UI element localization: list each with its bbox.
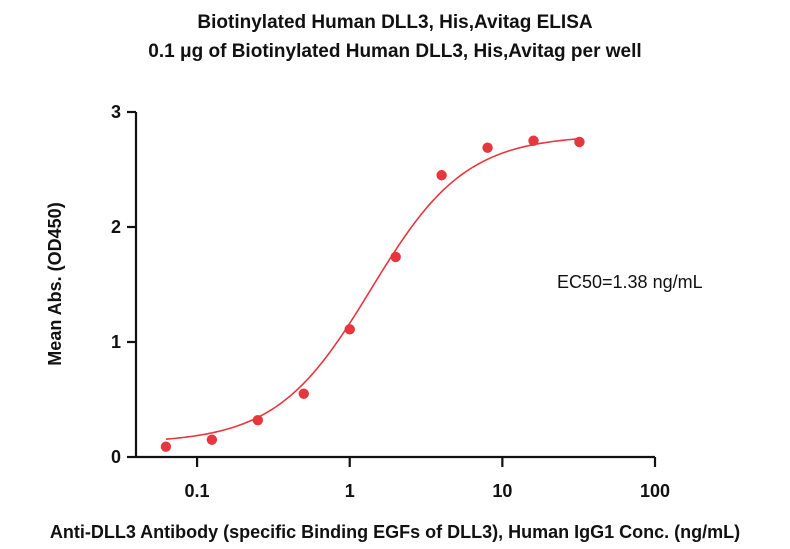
x-tick-label: 0.1 xyxy=(185,481,210,501)
data-point xyxy=(160,441,172,452)
x-tick-label: 1 xyxy=(345,481,355,501)
ec50-annotation: EC50=1.38 ng/mL xyxy=(557,272,703,292)
data-point xyxy=(574,136,585,148)
fit-curve-group xyxy=(165,137,580,440)
data-point xyxy=(436,170,447,181)
data-points-group xyxy=(160,135,585,452)
data-point xyxy=(482,142,493,153)
x-tick-label: 10 xyxy=(492,481,512,501)
chart-subtitle: 0.1 μg of Biotinylated Human DLL3, His,A… xyxy=(148,41,641,62)
chart-title: Biotinylated Human DLL3, His,Avitag ELIS… xyxy=(197,12,592,33)
data-point xyxy=(390,251,401,263)
y-axis: 0 1 2 3 xyxy=(111,102,138,467)
data-point xyxy=(528,135,539,146)
x-tick-label: 100 xyxy=(640,481,670,501)
y-tick-label: 3 xyxy=(111,102,121,122)
data-point xyxy=(344,324,355,335)
y-tick-label: 1 xyxy=(111,332,121,352)
data-point xyxy=(298,388,309,399)
y-axis-label: Mean Abs. (OD450) xyxy=(45,202,65,365)
data-point xyxy=(252,415,264,426)
x-axis-label: Anti-DLL3 Antibody (specific Binding EGF… xyxy=(50,522,740,542)
y-tick-label: 2 xyxy=(111,217,121,237)
x-axis: 0.1 1 10 100 xyxy=(136,455,670,501)
fit-curve xyxy=(165,137,580,440)
y-tick-label: 0 xyxy=(111,447,121,467)
data-point xyxy=(206,434,218,445)
